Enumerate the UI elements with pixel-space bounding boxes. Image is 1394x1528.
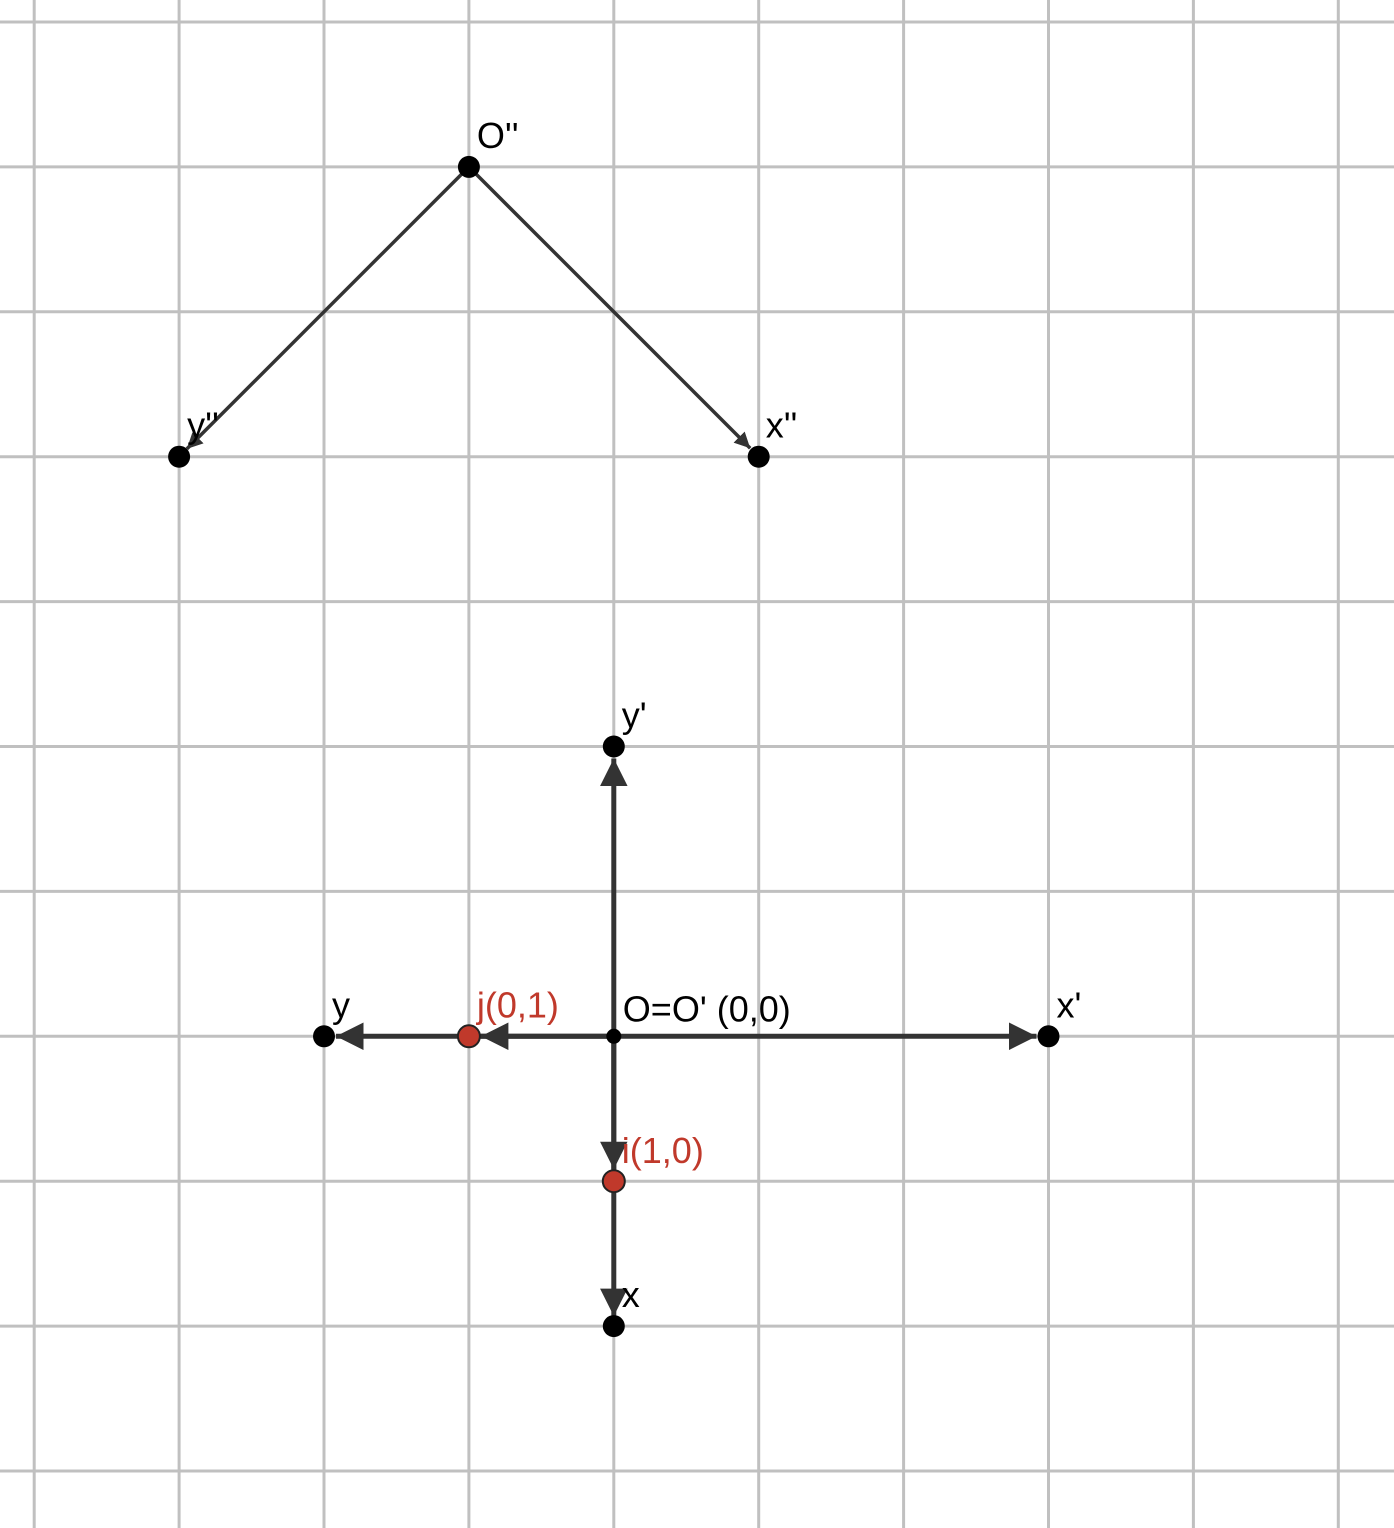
label-i: i(1,0) (622, 1130, 704, 1171)
label-origin: O=O' (0,0) (623, 988, 791, 1029)
vectors (185, 165, 1037, 1317)
label-j: j(0,1) (476, 984, 559, 1025)
y2-axis-arrow (185, 165, 471, 451)
point-x (602, 1315, 625, 1338)
point-y (313, 1025, 335, 1048)
points (168, 155, 1060, 1338)
labels: O'' x'' y'' O=O' (0,0) x' y' y x j(0,1) … (187, 115, 1081, 1315)
point-origin (606, 1028, 622, 1044)
label-x2: x'' (766, 405, 798, 446)
label-y1: y' (622, 695, 647, 736)
label-y2: y'' (187, 405, 219, 446)
point-x1 (1037, 1025, 1060, 1048)
point-o2 (457, 155, 480, 178)
label-x1: x' (1057, 984, 1082, 1025)
label-o2: O'' (477, 115, 519, 156)
point-j (456, 1024, 481, 1049)
label-x: x (622, 1274, 640, 1315)
point-x2 (747, 445, 770, 468)
x2-axis-arrow (467, 165, 752, 450)
label-y: y (332, 984, 350, 1025)
point-y2 (168, 445, 191, 468)
point-y1 (602, 735, 625, 758)
point-i (601, 1169, 626, 1194)
